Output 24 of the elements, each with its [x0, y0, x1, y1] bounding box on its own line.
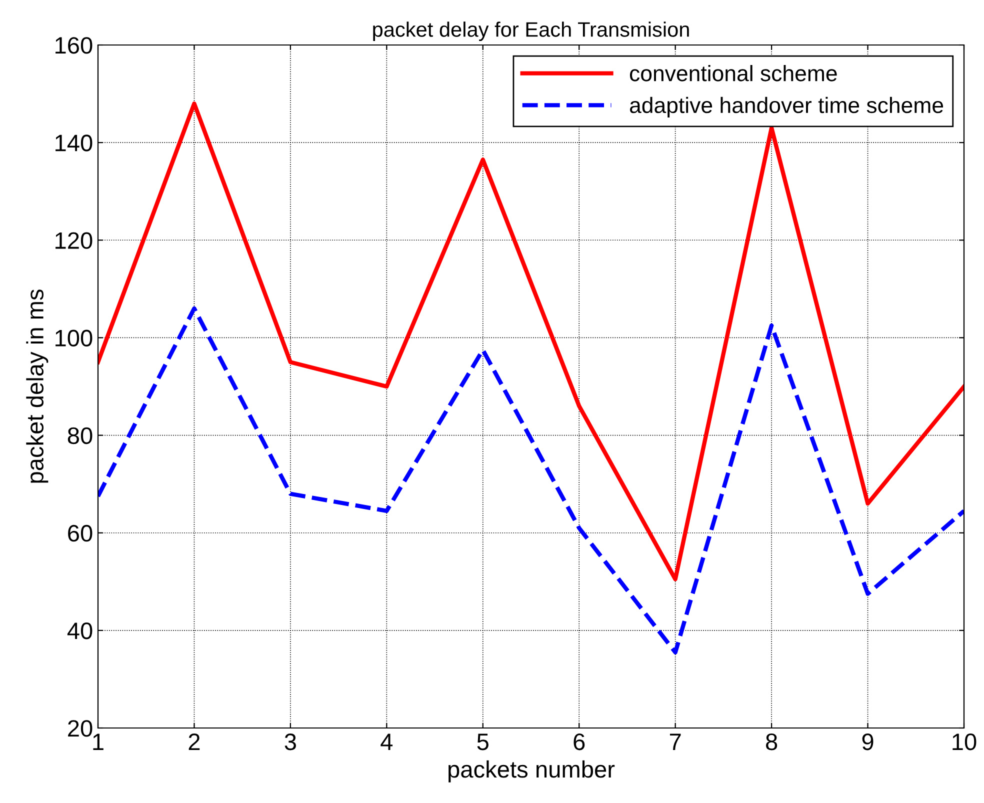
chart-title: packet delay for Each Transmision: [373, 22, 689, 41]
y-tick-label: 60: [68, 524, 92, 542]
y-tick-label: 40: [67, 622, 92, 640]
y-tick-label: 100: [56, 330, 92, 346]
x-tick-label: 9: [862, 733, 874, 750]
y-tick-label: 140: [56, 134, 92, 152]
x-tick-label: 5: [477, 734, 488, 750]
x-axis-title: packets number: [448, 760, 615, 782]
y-tick-label: 80: [68, 427, 92, 444]
y-tick-label: 120: [56, 232, 92, 249]
x-tick-label: 10: [952, 733, 976, 750]
legend-label: conventional scheme: [630, 65, 837, 82]
legend-label: adaptive handover time scheme: [630, 96, 944, 118]
y-axis-title: packet delay in ms: [26, 290, 48, 483]
x-tick-label: 2: [188, 733, 200, 750]
x-tick-label: 1: [93, 734, 104, 750]
x-tick-label: 7: [670, 734, 681, 750]
y-tick-label: 160: [56, 37, 92, 54]
line-series: [98, 306, 964, 654]
x-tick-label: 8: [766, 733, 778, 750]
x-tick-label: 3: [284, 733, 296, 750]
x-tick-label: 6: [574, 733, 585, 750]
y-tick-label: 20: [68, 720, 92, 737]
x-tick-label: 4: [380, 734, 393, 750]
